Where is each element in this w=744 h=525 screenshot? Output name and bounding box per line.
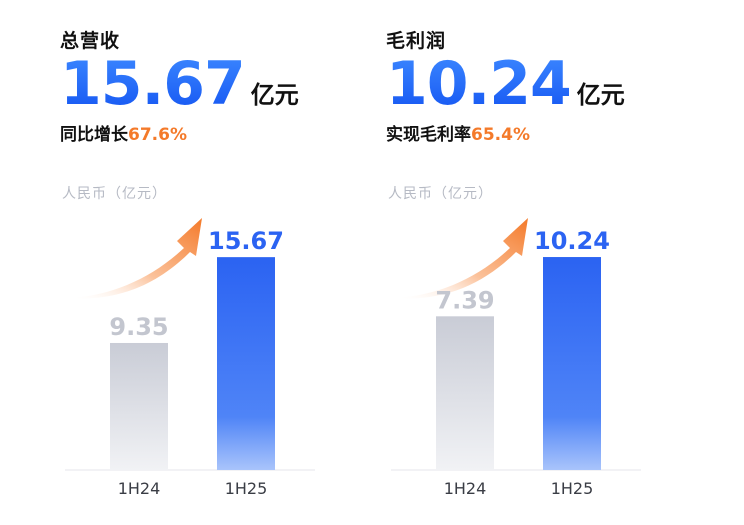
revenue-axis-unit: 人民币（亿元） [62,186,167,202]
gross-profit-category-label-1h24: 1H24 [444,479,487,498]
gross-profit-value-label-1h24: 7.39 [435,286,494,314]
revenue-growth-label: 同比增长 [60,125,128,145]
revenue-bar-chart: 9.35 1H24 15.67 1H25 [65,218,315,498]
gross-margin-label: 实现毛利率 [386,125,471,145]
gross-profit-bar-1h25 [543,257,601,470]
revenue-value-label-1h24: 9.35 [109,313,168,341]
gross-profit-panel: 毛利润 10.24 亿元 实现毛利率65.4% 人民币（亿元） 7.39 1H24… [386,0,716,525]
revenue-category-label-1h24: 1H24 [118,479,161,498]
gross-profit-category-label-1h25: 1H25 [551,479,594,498]
gross-margin: 实现毛利率65.4% [386,120,530,145]
revenue-growth: 同比增长67.6% [60,120,187,145]
gross-profit-unit: 亿元 [576,81,625,109]
gross-profit-value-row: 10.24 亿元 [386,52,625,114]
revenue-value-label-1h25: 15.67 [208,227,284,255]
gross-margin-value: 65.4% [471,125,530,145]
gross-profit-growth-arrow-icon [394,218,528,299]
revenue-category-label-1h25: 1H25 [225,479,268,498]
gross-profit-bar-1h24 [436,316,494,470]
revenue-value-row: 15.67 亿元 [60,52,299,114]
gross-profit-title: 毛利润 [386,30,447,52]
revenue-bar-1h24 [110,342,168,470]
revenue-panel: 总营收 15.67 亿元 同比增长67.6% 人民币（亿元） 9.35 1H24 1… [60,0,390,525]
gross-profit-value-label-1h25: 10.24 [534,227,610,255]
revenue-value: 15.67 [60,49,246,119]
revenue-bar-1h25 [217,257,275,470]
revenue-unit: 亿元 [250,81,299,109]
gross-profit-value: 10.24 [386,49,572,119]
gross-profit-axis-unit: 人民币（亿元） [388,186,493,202]
revenue-title: 总营收 [60,30,121,52]
revenue-growth-value: 67.6% [128,125,187,145]
gross-profit-bar-chart: 7.39 1H24 10.24 1H25 [391,218,641,498]
revenue-growth-arrow-icon [68,218,202,299]
